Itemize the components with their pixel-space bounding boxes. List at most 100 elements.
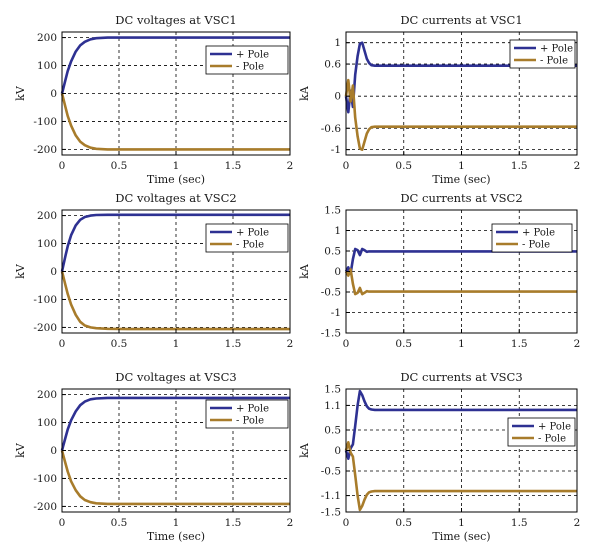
y-tick-label: 1 [334, 225, 341, 237]
x-tick-label: 0.5 [111, 517, 128, 529]
x-tick-label: 1.5 [511, 160, 528, 172]
chart-panel-1: DC voltages at VSC1 0 0.5 1 1.5 2 -200 -100 0 100… [14, 13, 293, 186]
y-tick-label: 100 [37, 417, 57, 429]
x-tick-label: 2 [287, 338, 294, 350]
chart-title: DC voltages at VSC2 [115, 191, 236, 205]
y-tick-label: 0 [50, 266, 57, 278]
series-line-pos [60, 396, 290, 451]
y-tick-label: -1.5 [321, 507, 341, 519]
x-tick-label: 1.5 [225, 160, 242, 172]
legend-label: + Pole [540, 44, 573, 55]
x-tick-label: 0 [343, 338, 350, 350]
y-tick-label: 1.5 [324, 205, 341, 217]
y-tick-label: 200 [37, 389, 57, 401]
x-tick-label: 0.5 [111, 338, 128, 350]
legend-box [507, 417, 576, 447]
legend: + Pole- Pole [491, 223, 573, 253]
series-line-pos [344, 41, 577, 114]
y-tick-label: -100 [33, 116, 57, 128]
y-tick-label: 200 [37, 32, 57, 44]
x-tick-label: 2 [574, 517, 581, 529]
y-axis-label: kA [298, 442, 311, 458]
chart-panel-5: DC voltages at VSC3 0 0.5 1 1.5 2 -200 -100 0 100… [14, 370, 293, 543]
y-tick-label: 0 [334, 445, 341, 457]
y-tick-label: 0 [334, 266, 341, 278]
legend-label: + Pole [538, 422, 571, 433]
y-axis-label: kV [14, 263, 27, 279]
y-axis-label: kA [298, 263, 311, 279]
x-tick-label: 1 [458, 517, 465, 529]
legend: + Pole- Pole [205, 399, 289, 429]
x-tick-label: 1.5 [511, 517, 528, 529]
chart-title: DC voltages at VSC3 [115, 370, 236, 384]
legend-label: - Pole [236, 62, 264, 73]
y-tick-label: -0.5 [321, 466, 341, 478]
y-tick-label: -1 [331, 144, 341, 156]
x-axis-label: Time (sec) [432, 530, 490, 543]
y-axis-label: kV [14, 85, 27, 101]
series-line-pos [60, 36, 290, 94]
legend: + Pole- Pole [507, 417, 576, 447]
legend-label: + Pole [522, 228, 555, 239]
chart-title: DC voltages at VSC1 [115, 13, 236, 27]
x-tick-label: 1 [173, 160, 180, 172]
chart-title: DC currents at VSC3 [400, 370, 522, 384]
y-tick-label: 1.1 [324, 400, 341, 412]
y-tick-label: 0.6 [324, 59, 341, 71]
legend-label: - Pole [236, 416, 264, 427]
x-tick-label: 1.5 [225, 338, 242, 350]
chart-panel-6: DC currents at VSC3 0 0.5 1 1.5 2 -1.5 -1.1 -0.5… [298, 370, 580, 543]
x-tick-label: 0 [59, 160, 66, 172]
series-line-neg [60, 93, 290, 151]
x-tick-label: 0.5 [111, 160, 128, 172]
legend-label: - Pole [538, 434, 566, 445]
legend: + Pole- Pole [205, 45, 289, 75]
legend: + Pole- Pole [205, 223, 289, 253]
chart-panel-3: DC voltages at VSC2 0 0.5 1 1.5 2 -200 -100 0 100… [14, 191, 293, 350]
y-tick-label: 100 [37, 238, 57, 250]
x-axis-label: Time (sec) [147, 173, 205, 186]
y-tick-label: 100 [37, 60, 57, 72]
x-tick-label: 0 [343, 517, 350, 529]
x-tick-label: 0 [59, 517, 66, 529]
y-tick-label: -200 [33, 144, 57, 156]
series-line-pos [344, 389, 577, 460]
legend-box [205, 223, 289, 253]
series-line-neg [344, 78, 577, 151]
x-tick-label: 1 [173, 517, 180, 529]
x-tick-label: 0.5 [395, 517, 412, 529]
legend-box [205, 399, 289, 429]
x-tick-label: 0 [343, 160, 350, 172]
legend-label: - Pole [522, 240, 550, 251]
x-tick-label: 0.5 [395, 160, 412, 172]
legend-label: - Pole [540, 56, 568, 67]
legend-label: + Pole [236, 50, 269, 61]
y-tick-label: 200 [37, 210, 57, 222]
legend-box [509, 39, 576, 69]
y-tick-label: -200 [33, 501, 57, 513]
y-tick-label: -0.6 [321, 123, 342, 135]
y-tick-label: -1.1 [321, 490, 341, 502]
x-tick-label: 2 [287, 517, 294, 529]
legend-box [205, 45, 289, 75]
x-tick-label: 1 [173, 338, 180, 350]
y-tick-label: 1.5 [324, 384, 341, 396]
x-tick-label: 2 [574, 160, 581, 172]
chart-panel-4: DC currents at VSC2 0 0.5 1 1.5 2 -1.5 -1 -0.5 0 0… [298, 191, 580, 350]
series-line-neg [60, 271, 290, 331]
x-tick-label: 1 [458, 338, 465, 350]
y-tick-label: -200 [33, 322, 57, 334]
legend-box [491, 223, 573, 253]
y-tick-label: -0.5 [321, 287, 341, 299]
y-tick-label: 0.5 [324, 425, 341, 437]
x-tick-label: 0 [59, 338, 66, 350]
series-line-neg [344, 268, 577, 296]
legend-label: + Pole [236, 404, 269, 415]
x-tick-label: 1 [458, 160, 465, 172]
series-line-pos [60, 213, 290, 272]
y-tick-label: 0 [50, 88, 57, 100]
chart-title: DC currents at VSC1 [400, 13, 522, 27]
x-tick-label: 2 [287, 160, 294, 172]
